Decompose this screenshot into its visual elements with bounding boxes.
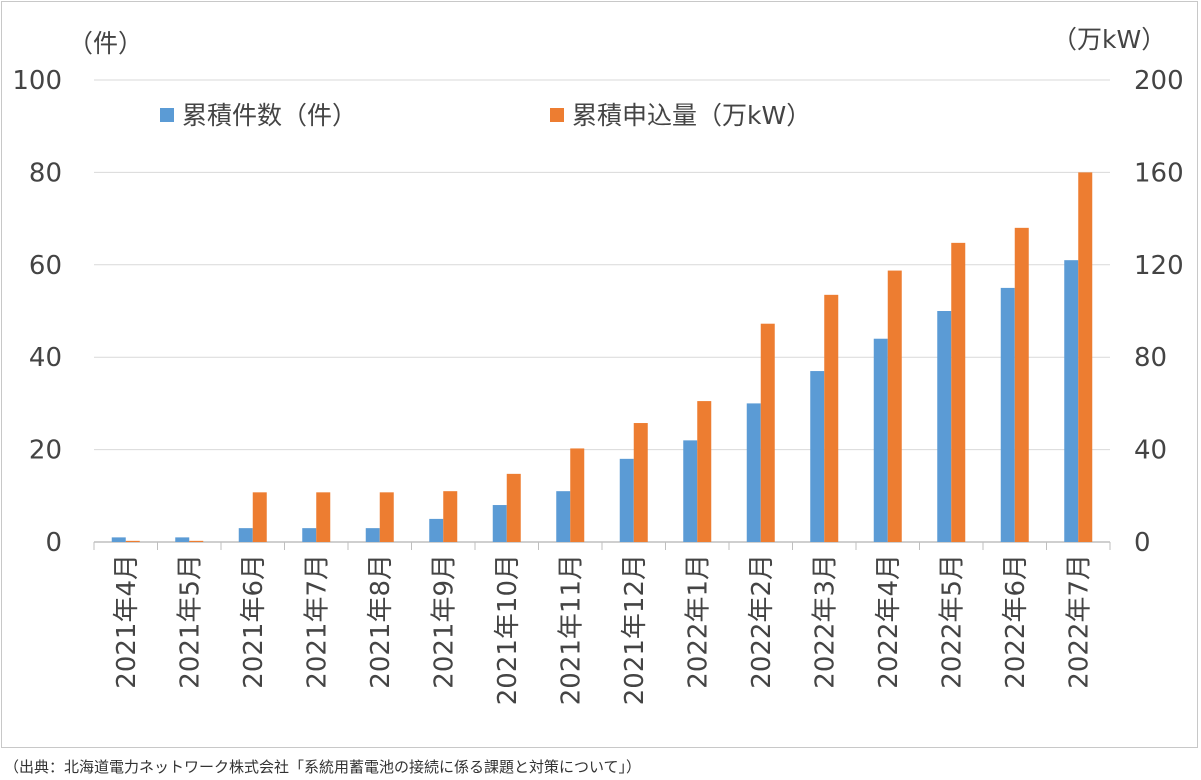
bar-cumulative-capacity — [379, 492, 394, 542]
y-right-tick-label: 80 — [1134, 343, 1167, 373]
y-left-tick-label: 80 — [29, 158, 62, 188]
y-left-tick-label: 60 — [29, 251, 62, 281]
y-right-tick-label: 120 — [1134, 251, 1184, 281]
bar-cumulative-count — [492, 505, 507, 542]
x-category-label: 2021年6月 — [239, 554, 269, 689]
y-left-tick-label: 20 — [29, 436, 62, 466]
bar-cumulative-count — [619, 458, 634, 542]
x-category-label: 2021年5月 — [175, 554, 205, 689]
bar-cumulative-capacity — [189, 540, 204, 542]
legend-swatch — [160, 108, 174, 122]
source-note: （出典：北海道電力ネットワーク株式会社「系統用蓄電池の接続に係る課題と対策につい… — [4, 758, 642, 776]
bar-cumulative-count — [1000, 287, 1015, 542]
bar-cumulative-capacity — [951, 242, 966, 543]
bar-cumulative-capacity — [760, 323, 775, 542]
y-left-tick-label: 0 — [45, 528, 62, 558]
bar-cumulative-count — [175, 537, 190, 542]
chart-svg: 0 20 40 60 80 100 0 40 80 120 160 200 （件） （万kW） 2021年4… — [12, 25, 1184, 705]
y-left-tick-label: 100 — [12, 66, 62, 96]
bar-cumulative-capacity — [506, 473, 521, 542]
bar-cumulative-count — [365, 528, 380, 542]
bar-cumulative-count — [810, 371, 825, 542]
bar-cumulative-count — [111, 537, 126, 542]
bar-cumulative-capacity — [252, 492, 267, 542]
bar-cumulative-capacity — [443, 491, 458, 542]
x-category-label: 2021年9月 — [429, 554, 459, 689]
x-category-label: 2021年10月 — [493, 554, 523, 705]
y-right-tick-label: 200 — [1134, 66, 1184, 96]
y-right-tick-label: 40 — [1134, 436, 1167, 466]
x-category-label: 2022年7月 — [1064, 554, 1094, 689]
legend-swatch — [550, 108, 564, 122]
y-right-unit-label: （万kW） — [1052, 25, 1166, 54]
y-right-tick-label: 160 — [1134, 158, 1184, 188]
y-left-tick-label: 40 — [29, 343, 62, 373]
x-category-label: 2022年3月 — [810, 554, 840, 689]
x-category-label: 2021年12月 — [620, 554, 650, 705]
bar-cumulative-capacity — [316, 492, 331, 542]
bar-cumulative-capacity — [824, 294, 839, 542]
bar-cumulative-capacity — [1014, 227, 1029, 542]
x-category-label: 2022年4月 — [874, 554, 904, 689]
x-category-label: 2022年2月 — [747, 554, 777, 689]
bar-cumulative-count — [556, 491, 571, 542]
bar-cumulative-capacity — [633, 423, 648, 542]
x-category-label: 2022年6月 — [1001, 554, 1031, 689]
legend-label: 累積申込量（万kW） — [572, 101, 811, 130]
x-category-label: 2022年5月 — [937, 554, 967, 689]
bar-cumulative-count — [746, 403, 761, 542]
bar-cumulative-count — [683, 440, 698, 542]
chart-frame: 0 20 40 60 80 100 0 40 80 120 160 200 （件） （万kW） 2021年4… — [1, 1, 1198, 748]
bar-cumulative-count — [429, 518, 444, 542]
legend-label: 累積件数（件） — [182, 101, 357, 130]
x-category-label: 2022年1月 — [683, 554, 713, 689]
bar-cumulative-capacity — [125, 540, 140, 542]
bar-cumulative-capacity — [887, 270, 902, 542]
bar-cumulative-capacity — [1078, 172, 1093, 542]
bar-cumulative-count — [1064, 260, 1079, 542]
y-right-tick-label: 0 — [1134, 528, 1151, 558]
bar-cumulative-count — [937, 311, 952, 542]
bar-cumulative-capacity — [697, 401, 712, 542]
x-category-label: 2021年4月 — [112, 554, 142, 689]
y-left-unit-label: （件） — [68, 29, 143, 58]
bar-cumulative-count — [238, 528, 253, 542]
bar-cumulative-count — [302, 528, 317, 542]
x-category-label: 2021年8月 — [366, 554, 396, 689]
bar-cumulative-count — [873, 338, 888, 542]
x-category-label: 2021年11月 — [556, 554, 586, 705]
x-category-label: 2021年7月 — [302, 554, 332, 689]
bar-cumulative-capacity — [570, 448, 585, 542]
